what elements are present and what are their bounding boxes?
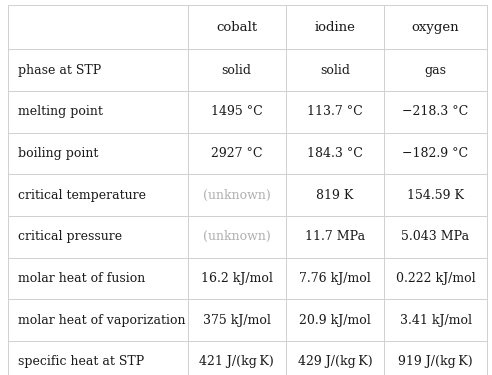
Text: 375 kJ/mol: 375 kJ/mol — [203, 314, 271, 327]
Text: 3.41 kJ/mol: 3.41 kJ/mol — [400, 314, 471, 327]
Text: 113.7 °C: 113.7 °C — [307, 105, 363, 118]
Text: 11.7 MPa: 11.7 MPa — [305, 231, 365, 243]
Text: molar heat of vaporization: molar heat of vaporization — [18, 314, 185, 327]
Text: 184.3 °C: 184.3 °C — [307, 147, 363, 160]
Text: phase at STP: phase at STP — [18, 64, 101, 77]
Text: 0.222 kJ/mol: 0.222 kJ/mol — [396, 272, 475, 285]
Text: specific heat at STP: specific heat at STP — [18, 356, 144, 369]
Text: gas: gas — [425, 64, 447, 77]
Text: 2927 °C: 2927 °C — [211, 147, 262, 160]
Text: 7.76 kJ/mol: 7.76 kJ/mol — [299, 272, 371, 285]
Text: 421 J/(kg K): 421 J/(kg K) — [199, 356, 274, 369]
Text: 20.9 kJ/mol: 20.9 kJ/mol — [299, 314, 371, 327]
Text: critical temperature: critical temperature — [18, 189, 146, 202]
Text: 16.2 kJ/mol: 16.2 kJ/mol — [201, 272, 273, 285]
Text: solid: solid — [222, 64, 252, 77]
Text: 1495 °C: 1495 °C — [211, 105, 263, 118]
Text: (unknown): (unknown) — [203, 189, 271, 202]
Text: critical pressure: critical pressure — [18, 231, 122, 243]
Text: boiling point: boiling point — [18, 147, 98, 160]
Text: (unknown): (unknown) — [203, 231, 271, 243]
Text: 919 J/(kg K): 919 J/(kg K) — [398, 356, 473, 369]
Text: cobalt: cobalt — [216, 21, 257, 34]
Text: 5.043 MPa: 5.043 MPa — [401, 231, 469, 243]
Text: molar heat of fusion: molar heat of fusion — [18, 272, 145, 285]
Text: 154.59 K: 154.59 K — [407, 189, 464, 202]
Text: iodine: iodine — [314, 21, 355, 34]
Text: oxygen: oxygen — [412, 21, 460, 34]
Text: 819 K: 819 K — [316, 189, 354, 202]
Text: solid: solid — [320, 64, 350, 77]
Text: 429 J/(kg K): 429 J/(kg K) — [298, 356, 372, 369]
Text: melting point: melting point — [18, 105, 103, 118]
Text: −182.9 °C: −182.9 °C — [402, 147, 468, 160]
Text: −218.3 °C: −218.3 °C — [402, 105, 469, 118]
